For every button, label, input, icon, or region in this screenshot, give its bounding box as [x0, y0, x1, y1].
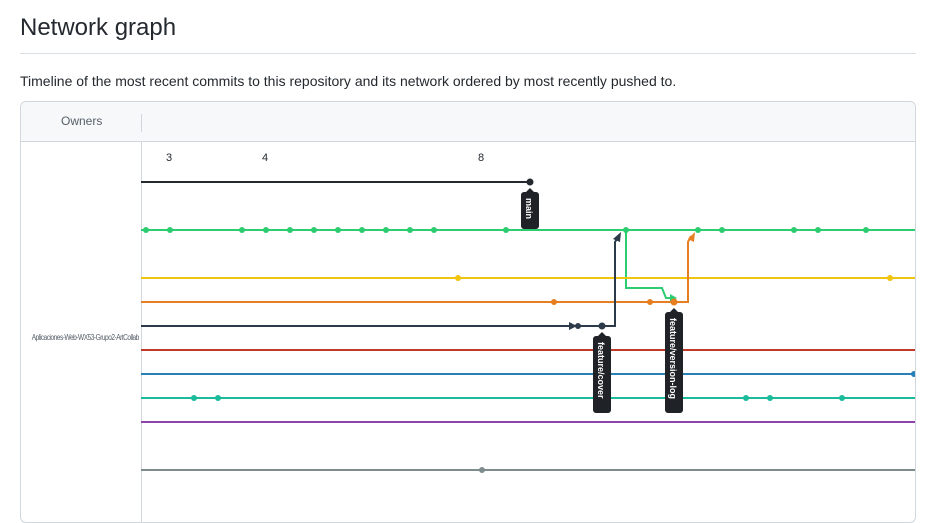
owners-column-divider: [141, 142, 142, 522]
commit-dot[interactable]: [647, 299, 653, 305]
commit-dot[interactable]: [383, 227, 389, 233]
branch-label-main: main: [524, 198, 534, 219]
commit-dot[interactable]: [335, 227, 341, 233]
commit-dot[interactable]: [359, 227, 365, 233]
commit-dot[interactable]: [911, 371, 915, 377]
commit-dot[interactable]: [551, 299, 557, 305]
graph-header: Owners: [21, 102, 915, 142]
tick-label-4: 4: [262, 152, 268, 164]
commit-dot[interactable]: [215, 395, 221, 401]
commit-dot[interactable]: [503, 227, 509, 233]
lane-orange: [141, 232, 695, 306]
commit-dot[interactable]: [743, 395, 749, 401]
commit-dot[interactable]: [407, 227, 413, 233]
commit-dot[interactable]: [863, 227, 869, 233]
network-graph-panel: Owners Aplicaciones-Web-WX53-Grupo2-ArtC…: [20, 101, 916, 523]
commit-dot[interactable]: [887, 275, 893, 281]
commit-dot[interactable]: [167, 227, 173, 233]
commit-dot[interactable]: [719, 227, 725, 233]
network-graph-canvas[interactable]: 3 4 8: [21, 102, 915, 522]
lane-teal: [141, 395, 915, 401]
commit-dot[interactable]: [311, 227, 317, 233]
commit-dot[interactable]: [287, 227, 293, 233]
owners-column-header: Owners: [61, 114, 103, 128]
lane-blue: [141, 371, 915, 377]
branch-tag-feature-version-log[interactable]: feature/version-log: [665, 308, 683, 413]
tick-label-3: 3: [166, 152, 172, 164]
commit-dot[interactable]: [263, 227, 269, 233]
commit-dot[interactable]: [239, 227, 245, 233]
commit-dot[interactable]: [191, 395, 197, 401]
commit-dot[interactable]: [431, 227, 437, 233]
branch-tag-feature-cover[interactable]: feature/cover: [593, 332, 611, 413]
branch-label-feature-cover: feature/cover: [596, 342, 606, 399]
commit-dot[interactable]: [695, 227, 701, 233]
repository-owner-label[interactable]: Aplicaciones-Web-WX53-Grupo2-ArtCollab: [31, 333, 139, 342]
page-description: Timeline of the most recent commits to t…: [20, 73, 677, 89]
commit-dot[interactable]: [575, 323, 581, 329]
commit-dot[interactable]: [455, 275, 461, 281]
lane-green: [141, 227, 915, 302]
commit-dot[interactable]: [791, 227, 797, 233]
branch-label-feature-version-log: feature/version-log: [668, 318, 678, 399]
tick-label-8: 8: [478, 152, 484, 164]
commit-dot[interactable]: [839, 395, 845, 401]
lane-gray: [141, 467, 915, 473]
commit-dot[interactable]: [479, 467, 485, 473]
lane-navy: [141, 232, 621, 330]
branch-tag-main[interactable]: main: [521, 188, 539, 229]
lane-main: [141, 178, 534, 186]
title-divider: [20, 53, 916, 54]
commit-dot[interactable]: [815, 227, 821, 233]
commit-dot[interactable]: [767, 395, 773, 401]
lane-yellow: [141, 275, 915, 281]
commit-dot[interactable]: [143, 227, 149, 233]
commit-dot[interactable]: [526, 178, 534, 186]
header-divider: [141, 114, 142, 132]
page-title: Network graph: [20, 14, 177, 41]
